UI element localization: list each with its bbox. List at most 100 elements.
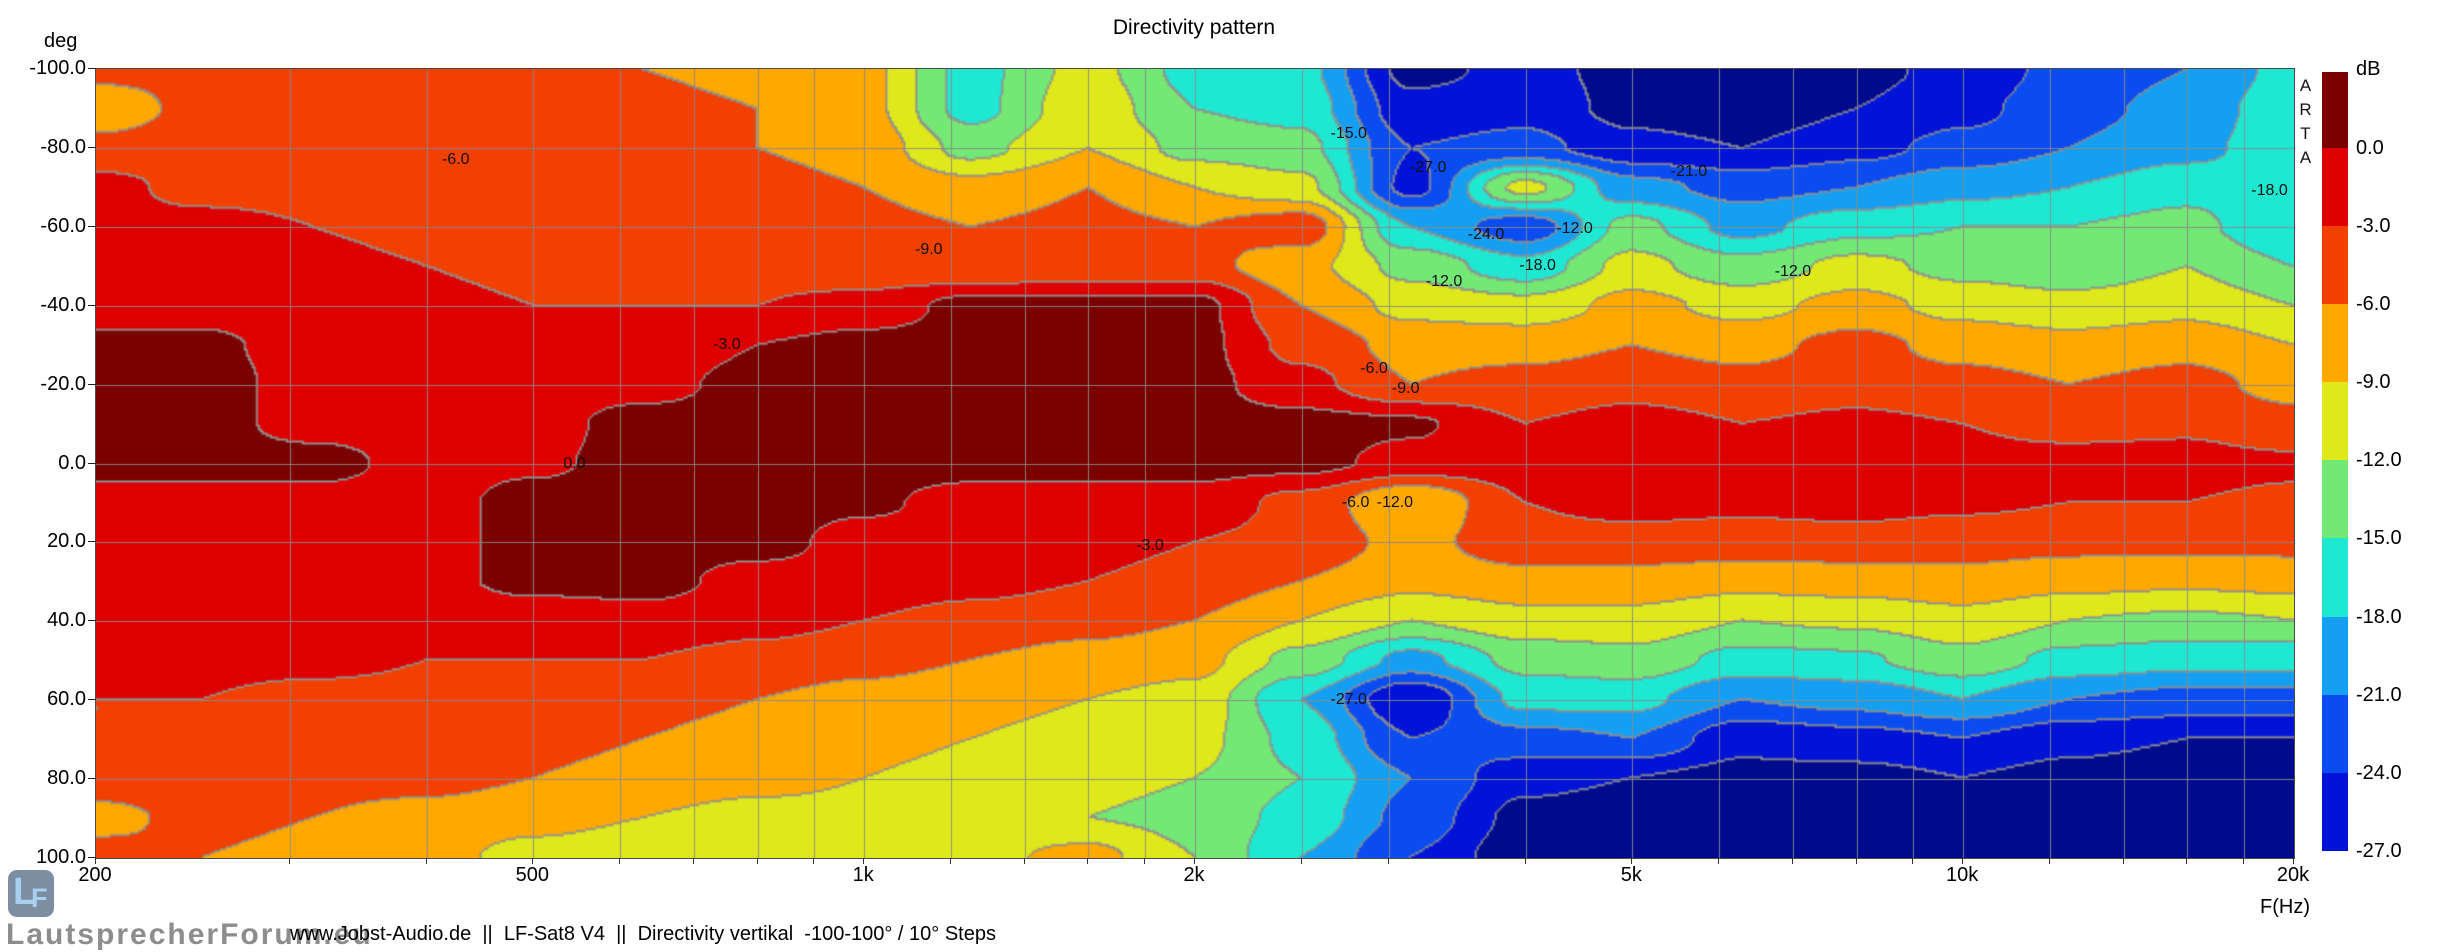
colorbar-segment	[2322, 382, 2348, 461]
y-tick-label: 60.0	[47, 688, 86, 711]
y-tick-label: 40.0	[47, 609, 86, 632]
colorbar-segment	[2322, 616, 2348, 695]
contour-level-label: -21.0	[1670, 162, 1708, 180]
x-tick-mark	[2123, 858, 2124, 864]
contour-level-label: -6.0	[1360, 359, 1388, 377]
x-tick-label: 1k	[852, 864, 874, 886]
x-tick-label: 200	[78, 864, 112, 886]
contour-level-label: -12.0	[1425, 273, 1463, 291]
x-tick-mark	[1388, 858, 1389, 864]
colorbar-tick-label: -27.0	[2356, 840, 2402, 863]
x-tick-mark	[1144, 858, 1145, 864]
contour-level-label: -6.0	[1341, 493, 1370, 511]
x-tick-label: 2k	[1183, 864, 1205, 886]
x-tick-label: 500	[515, 864, 550, 886]
x-axis-unit-label: F(Hz)	[2260, 896, 2310, 918]
y-tick-label: 100.0	[35, 846, 86, 868]
y-tick-mark	[88, 699, 96, 701]
x-tick-mark	[289, 858, 290, 864]
x-tick-mark	[2243, 858, 2244, 864]
y-tick-label: 80.0	[47, 767, 86, 790]
colorbar-segment	[2322, 225, 2348, 304]
contour-level-label: -9.0	[914, 241, 943, 259]
contour-level-label: -12.0	[1376, 493, 1414, 511]
colorbar-segment	[2322, 460, 2348, 539]
contour-level-label: -18.0	[1519, 257, 1556, 275]
x-tick-mark	[1194, 858, 1195, 864]
contour-level-label: -12.0	[1774, 263, 1812, 281]
x-tick-mark	[426, 858, 427, 864]
colorbar-tick-label: -6.0	[2356, 293, 2391, 315]
measurement-footer-text: www.Jobst-Audio.de || LF-Sat8 V4 || Dire…	[290, 923, 996, 945]
colorbar-segment	[2322, 147, 2348, 226]
contour-level-label: -24.0	[1467, 225, 1505, 243]
x-tick-mark	[1718, 858, 1719, 864]
contour-level-label: -6.0	[441, 150, 470, 168]
x-tick-label: 5k	[1620, 864, 1642, 886]
x-tick-mark	[2049, 858, 2050, 864]
contour-level-label: -18.0	[2251, 182, 2288, 200]
colorbar-segment	[2322, 694, 2348, 773]
x-tick-mark	[863, 858, 864, 864]
colorbar-unit-label: dB	[2356, 58, 2381, 80]
y-tick-mark	[88, 620, 96, 622]
x-tick-mark	[1912, 858, 1913, 864]
y-tick-mark	[88, 225, 96, 227]
y-tick-label: -20.0	[40, 372, 86, 395]
contour-level-label: -3.0	[713, 336, 741, 354]
contour-level-label: -27.0	[1330, 691, 1367, 709]
y-tick-mark	[88, 778, 96, 780]
colorbar-segment	[2322, 72, 2348, 148]
y-tick-label: 20.0	[47, 530, 86, 553]
x-tick-mark	[619, 858, 620, 864]
colorbar-tick-label: -9.0	[2356, 371, 2391, 394]
colorbar-tick-label: 0.0	[2356, 136, 2384, 159]
logo-letter-l: L	[13, 871, 37, 913]
contour-plot-area: -6.0 -9.0 -3.0 0.0 -15.0 -27.0 -21.0 -24.0 -12.0…	[95, 68, 2295, 859]
y-tick-label: 0.0	[58, 451, 86, 474]
x-tick-mark	[2186, 858, 2187, 864]
y-tick-label: -40.0	[40, 293, 86, 316]
colorbar-tick-label: -21.0	[2356, 683, 2402, 706]
watermark-text: LautsprecherForum.eu	[6, 918, 373, 951]
y-tick-mark	[88, 304, 96, 306]
x-tick-mark	[532, 858, 533, 864]
x-tick-mark	[2293, 858, 2294, 864]
directivity-contour-canvas	[96, 69, 2294, 858]
colorbar-tick-label: -12.0	[2356, 449, 2402, 472]
x-tick-mark	[950, 858, 951, 864]
x-tick-mark	[1631, 858, 1632, 864]
x-tick-mark	[95, 858, 96, 864]
x-tick-mark	[693, 858, 694, 864]
page-title: Directivity pattern	[1112, 16, 1276, 39]
db-color-scale	[2322, 72, 2348, 851]
contour-level-label: 0.0	[563, 454, 586, 472]
colorbar-tick-label: -18.0	[2356, 605, 2402, 628]
x-tick-mark	[1301, 858, 1302, 864]
y-tick-mark	[88, 68, 96, 69]
y-tick-mark	[88, 146, 96, 148]
colorbar-tick-label: -15.0	[2356, 527, 2402, 550]
colorbar-tick-label: -3.0	[2356, 214, 2391, 237]
x-tick-mark	[813, 858, 814, 864]
contour-level-label: -3.0	[1136, 537, 1164, 555]
y-tick-mark	[88, 541, 96, 543]
y-tick-mark	[88, 383, 96, 385]
y-tick-label: -80.0	[40, 135, 86, 158]
x-tick-mark	[1856, 858, 1857, 864]
y-axis-unit-label: deg	[44, 30, 78, 52]
contour-level-label: -27.0	[1409, 158, 1447, 176]
colorbar-segment	[2322, 303, 2348, 383]
x-tick-label: 20k	[2276, 864, 2310, 886]
x-tick-mark	[1087, 858, 1088, 864]
x-tick-mark	[1525, 858, 1526, 864]
y-tick-label: -100.0	[29, 57, 86, 79]
x-tick-mark	[1792, 858, 1793, 864]
y-tick-mark	[88, 857, 96, 858]
colorbar-segment	[2322, 538, 2348, 617]
colorbar-segment	[2322, 772, 2348, 851]
logo-letter-f: F	[31, 883, 48, 913]
arta-software-label: ARTA	[2299, 76, 2312, 167]
lautsprecher-forum-logo: L F	[8, 870, 54, 917]
